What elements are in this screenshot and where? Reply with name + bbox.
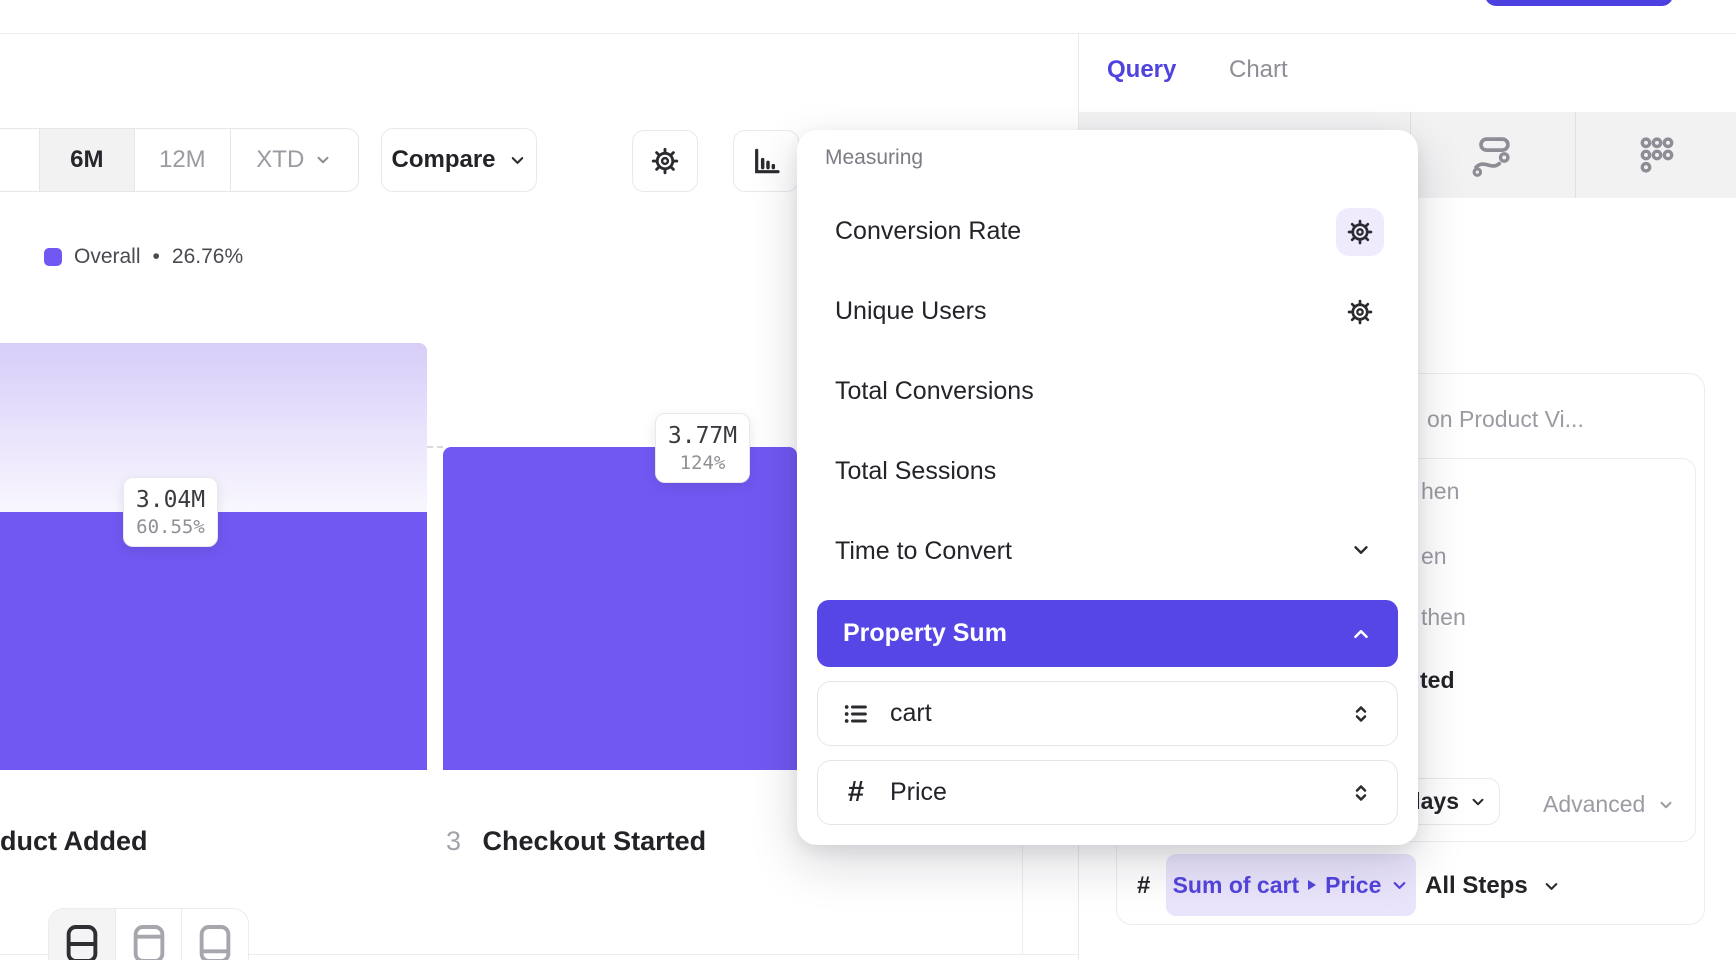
list-icon [844, 704, 867, 723]
compare-button[interactable]: Compare [381, 128, 537, 192]
dots-grid-icon [1640, 137, 1674, 173]
chevron-down-icon [1545, 882, 1557, 890]
gear-icon [651, 147, 679, 175]
chevron-down-icon [1472, 798, 1484, 805]
bar-1-value-tooltip: 3.04M 60.55% [123, 477, 218, 547]
layout-top-panel-button[interactable] [116, 909, 183, 960]
gear-icon [1347, 219, 1373, 245]
step-header-fragment: on Product Vi... [1427, 406, 1584, 432]
split-bottom-icon [199, 925, 231, 960]
range-6m-button[interactable]: 6M [39, 129, 136, 191]
unique-users-settings-button[interactable] [1346, 298, 1374, 326]
property-select-cart[interactable]: cart [817, 681, 1398, 746]
bar-2-conversion: 124% [679, 451, 726, 474]
range-12m-button[interactable]: 12M [135, 129, 231, 191]
measuring-dropdown: Measuring Conversion Rate Unique Users T… [797, 130, 1418, 845]
top-header-bar [0, 0, 1736, 34]
table-top-border [0, 954, 1078, 955]
flow-chart-type-button[interactable] [1470, 133, 1514, 177]
hash-icon: # [847, 776, 865, 808]
layout-toggle-group [48, 908, 249, 960]
time-to-convert-expand[interactable] [1350, 539, 1372, 561]
chevron-down-icon [511, 156, 523, 164]
menu-item-property-sum-selected[interactable]: Property Sum [817, 600, 1398, 667]
funnel-bar-1[interactable] [0, 512, 427, 770]
split-middle-icon [66, 925, 98, 960]
layout-bottom-panel-button[interactable] [182, 909, 248, 960]
range-xtd-button[interactable]: XTD [231, 129, 358, 191]
step-2-label: 3 Checkout Started [446, 826, 706, 857]
all-steps-selector[interactable]: All Steps [1425, 872, 1561, 900]
legend: Overall • 26.76% [44, 245, 243, 269]
legend-swatch [44, 248, 62, 266]
stepper-icon [1355, 705, 1367, 722]
range-m-button[interactable]: M [0, 129, 40, 191]
bar-1-conversion: 60.55% [136, 515, 205, 538]
date-range-segmented-control: M 6M 12M XTD [0, 128, 359, 192]
step-row-fragment-dark: ted [1420, 667, 1455, 693]
chevron-up-icon [1354, 629, 1368, 638]
chevron-down-icon [1660, 801, 1672, 808]
advanced-button[interactable]: Advanced [1543, 791, 1675, 818]
menu-item-total-sessions[interactable]: Total Sessions [835, 457, 997, 485]
menu-item-time-to-convert[interactable]: Time to Convert [835, 537, 1012, 565]
layout-split-horizontal-button[interactable] [49, 909, 116, 960]
primary-action-button[interactable] [1485, 0, 1673, 6]
table-column-divider [1022, 845, 1023, 954]
legend-separator: • [152, 245, 160, 268]
step-2-name: Checkout Started [482, 826, 707, 856]
chevron-down-icon [1394, 881, 1406, 889]
chart-type-button[interactable] [733, 130, 799, 192]
bar-2-value: 3.77M [667, 422, 738, 449]
bar-1-value: 3.04M [135, 486, 206, 513]
hash-icon: # [1137, 872, 1151, 899]
step-row-fragment: then [1421, 604, 1466, 630]
bar-chart-icon [755, 148, 780, 174]
conversion-rate-settings-button[interactable] [1336, 208, 1384, 256]
breadcrumb-arrow-icon [1308, 880, 1317, 890]
strip-divider [1575, 112, 1576, 198]
menu-item-unique-users[interactable]: Unique Users [835, 297, 987, 325]
step-2-number: 3 [446, 826, 462, 856]
property-sum-chip[interactable]: Sum of cart Price [1166, 854, 1416, 916]
step-row-fragment: hen [1421, 478, 1460, 504]
chevron-down-icon [1354, 546, 1368, 554]
legend-label: Overall [74, 245, 141, 268]
menu-item-conversion-rate[interactable]: Conversion Rate [835, 217, 1022, 245]
legend-value: 26.76% [171, 245, 244, 268]
stepper-icon [1355, 784, 1367, 801]
menu-item-total-conversions[interactable]: Total Conversions [835, 377, 1034, 405]
step-row-fragment: en [1421, 543, 1447, 569]
step-1-label: duct Added [0, 826, 148, 856]
tab-chart[interactable]: Chart [1229, 56, 1288, 83]
property-select-price[interactable]: # Price [817, 760, 1398, 825]
tab-query[interactable]: Query [1107, 56, 1177, 83]
funnel-bar-2[interactable] [443, 447, 797, 770]
bar-2-value-tooltip: 3.77M 124% [655, 413, 750, 483]
chevron-down-icon [317, 156, 329, 164]
split-top-icon [133, 925, 164, 960]
grid-chart-type-button[interactable] [1635, 133, 1679, 177]
dropdown-title: Measuring [825, 146, 924, 169]
chart-settings-button[interactable] [632, 130, 698, 192]
flow-icon [1472, 137, 1510, 177]
gear-icon [1347, 299, 1373, 325]
